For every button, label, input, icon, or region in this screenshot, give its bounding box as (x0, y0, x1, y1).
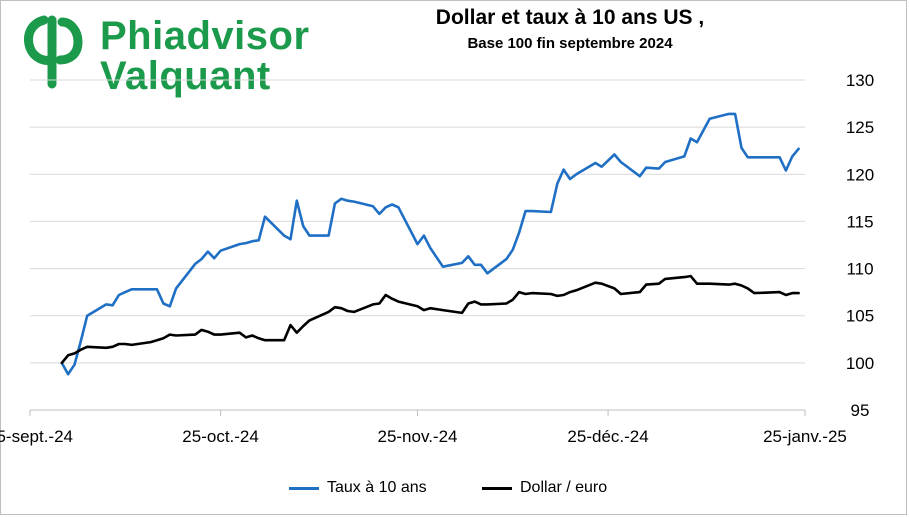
chart-subtitle: Base 100 fin septembre 2024 (467, 35, 673, 52)
legend-label-taux: Taux à 10 ans (327, 479, 427, 496)
legend-label-dollar: Dollar / euro (520, 479, 608, 496)
x-axis (29, 409, 806, 416)
x-tick-label: 25-nov.-24 (377, 427, 457, 446)
x-tick-label: 25-déc.-24 (567, 427, 648, 446)
legend-item-taux: Taux à 10 ans (289, 476, 427, 500)
y-tick-label: 125 (846, 118, 874, 137)
brand-logo: Phiadvisor Valquant (22, 14, 322, 98)
y-tick-label: 100 (846, 354, 874, 373)
y-tick-label: 115 (846, 212, 873, 231)
y-tick-label: 110 (846, 260, 873, 279)
legend: Taux à 10 ans Dollar / euro (0, 476, 909, 500)
y-tick-label: 105 (846, 307, 874, 326)
legend-item-dollar: Dollar / euro (482, 476, 607, 500)
brand-name-line2: Valquant (100, 54, 271, 98)
y-axis-tick-labels: 95 100 105 110 115 120 125 130 (846, 71, 874, 420)
series-line-0 (60, 112, 800, 376)
phi-logo-icon (24, 15, 83, 89)
x-axis-tick-labels: 25-sept.-24 25-oct.-24 25-nov.-24 25-déc.-2… (0, 427, 847, 446)
chart-title: Dollar et taux à 10 ans US , (435, 6, 705, 29)
series-line-1 (60, 274, 800, 365)
brand-name-line1: Phiadvisor (100, 14, 310, 58)
y-tick-label: 130 (846, 71, 874, 90)
gridlines (30, 79, 805, 364)
y-tick-label: 95 (851, 401, 870, 420)
y-tick-label: 120 (846, 165, 874, 184)
series-lines (60, 112, 800, 376)
x-tick-label: 25-janv.-25 (763, 427, 847, 446)
x-tick-label: 25-sept.-24 (0, 427, 73, 446)
legend-swatch-taux (289, 486, 319, 490)
x-tick-label: 25-oct.-24 (182, 427, 259, 446)
legend-swatch-dollar (482, 486, 512, 490)
